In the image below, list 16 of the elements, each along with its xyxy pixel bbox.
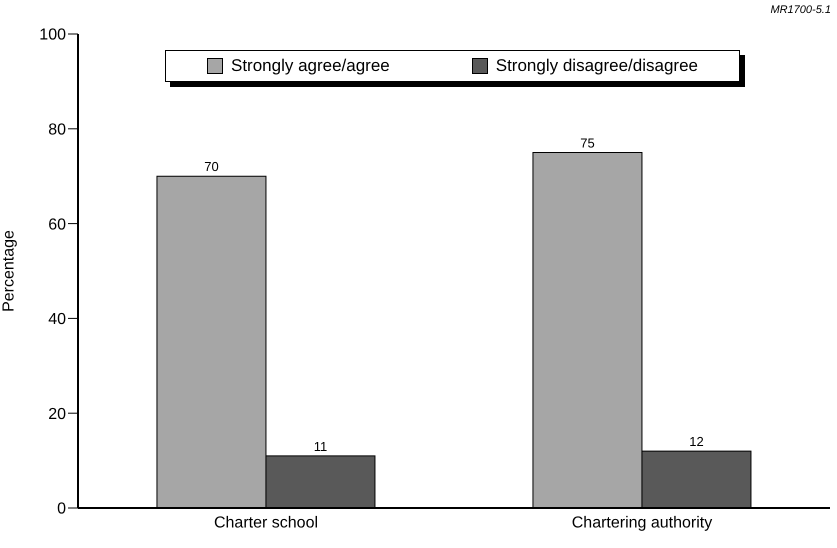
y-tick-label: 20 xyxy=(48,406,66,423)
y-tick-label: 0 xyxy=(57,500,66,518)
x-tick-label: Charter school xyxy=(214,514,318,532)
legend-label: Strongly disagree/disagree xyxy=(494,56,698,76)
legend-label: Strongly agree/agree xyxy=(230,56,390,76)
y-tick-label: 80 xyxy=(48,121,66,138)
y-axis-title: Percentage xyxy=(0,230,18,312)
data-label: 75 xyxy=(580,136,595,150)
text: MR1700-5.1 xyxy=(770,4,831,16)
data-label: 70 xyxy=(204,159,219,174)
y-tick-label: 40 xyxy=(48,311,66,328)
data-label: 11 xyxy=(314,438,328,454)
y-tick-label: 60 xyxy=(48,216,66,234)
x-tick-label: Chartering authority xyxy=(572,514,712,532)
y-tick-label: 100 xyxy=(39,26,66,44)
data-label: 12 xyxy=(689,434,704,450)
